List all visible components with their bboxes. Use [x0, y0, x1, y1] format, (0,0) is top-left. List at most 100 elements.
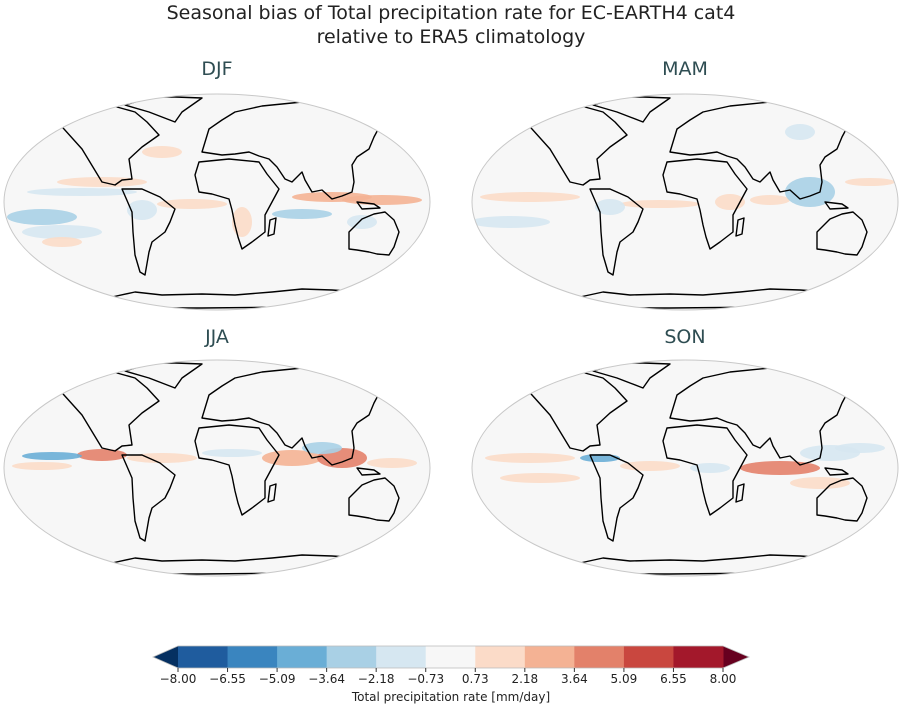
- colorbar-tick-label: 5.09: [610, 672, 638, 686]
- colorbar-segment: [574, 646, 625, 668]
- colorbar-tick-label: −3.64: [308, 672, 346, 686]
- coastline-madagascar: [267, 217, 277, 237]
- coastline-south-america: [121, 454, 176, 542]
- bias-region: [845, 178, 895, 186]
- bias-region: [127, 200, 157, 220]
- map-djf: [3, 93, 431, 311]
- bias-region: [595, 199, 625, 215]
- panel-title-djf: DJF: [201, 58, 233, 80]
- bias-region: [500, 473, 580, 483]
- map-jja: [3, 359, 431, 577]
- coastline-south-america: [589, 454, 644, 542]
- coastline-antarctica: [91, 288, 363, 309]
- bias-region: [302, 442, 342, 454]
- colorbar-segment: [673, 646, 724, 668]
- bias-region: [485, 453, 575, 463]
- coastline-madagascar: [267, 483, 277, 503]
- panel-title-mam: MAM: [662, 58, 708, 80]
- colorbar-tick-label: 3.64: [561, 672, 588, 686]
- coastline-africa: [662, 158, 748, 250]
- colorbar-tick-label: −0.73: [407, 672, 445, 686]
- bias-region: [42, 237, 82, 247]
- coastline-antarctica: [91, 554, 363, 575]
- figure-title-line2: relative to ERA5 climatology: [316, 26, 586, 48]
- panel-title-son: SON: [664, 326, 706, 348]
- colorbar-segment: [425, 646, 476, 668]
- map-background: [4, 360, 430, 576]
- map-boundary: [3, 93, 431, 311]
- colorbar-tick-label: 2.18: [511, 672, 539, 686]
- colorbar-tick-label: 8.00: [709, 672, 737, 686]
- bias-region: [480, 192, 580, 202]
- coastline-africa: [662, 424, 748, 516]
- coastline-madagascar: [735, 483, 745, 503]
- bias-region: [27, 188, 137, 196]
- bias-region: [835, 443, 885, 453]
- colorbar-tick-label: 0.73: [461, 672, 489, 686]
- coastline-eurasia: [201, 367, 383, 466]
- bias-region: [690, 463, 730, 473]
- bias-region: [347, 215, 377, 229]
- coastline-africa: [194, 424, 280, 516]
- bias-region: [22, 225, 102, 239]
- coastline-australia: [348, 211, 400, 256]
- bias-region: [785, 177, 835, 207]
- colorbar-segment: [376, 646, 427, 668]
- coastline-indonesia: [356, 201, 381, 210]
- colorbar-extend-low: [153, 646, 178, 668]
- colorbar-segment: [277, 646, 328, 668]
- figure-title-line1: Seasonal bias of Total precipitation rat…: [166, 2, 736, 24]
- bias-region: [472, 216, 550, 228]
- bias-region: [785, 124, 815, 140]
- coastline-south-america: [121, 188, 176, 276]
- map-background: [472, 360, 898, 576]
- colorbar-tick-label: −5.09: [258, 672, 296, 686]
- bias-region: [790, 477, 850, 489]
- bias-region: [750, 195, 790, 205]
- coastline-australia: [816, 211, 868, 256]
- coastline-australia: [816, 477, 868, 522]
- bias-region: [22, 452, 82, 460]
- coastline-eurasia: [669, 367, 851, 466]
- coastline-eurasia: [669, 101, 851, 200]
- coastline-indonesia: [356, 467, 381, 476]
- colorbar-segment: [178, 646, 229, 668]
- bias-region: [12, 462, 72, 470]
- colorbar-label: Total precipitation rate [mm/day]: [351, 690, 551, 704]
- coastline-madagascar: [735, 217, 745, 237]
- colorbar-segment: [475, 646, 526, 668]
- colorbar-tick-label: −2.18: [357, 672, 395, 686]
- panel-title-jja: JJA: [205, 326, 229, 348]
- coastline-indonesia: [824, 467, 849, 476]
- coastline-australia: [348, 477, 400, 522]
- map-boundary: [471, 93, 899, 311]
- colorbar-segment: [326, 646, 377, 668]
- bias-region: [367, 458, 417, 468]
- bias-region: [142, 146, 182, 158]
- coastline-south-america: [589, 188, 644, 276]
- coastline-antarctica: [559, 554, 831, 575]
- colorbar-tick-label: 6.55: [660, 672, 687, 686]
- map-boundary: [471, 359, 899, 577]
- coastline-indonesia: [824, 201, 849, 210]
- bias-region: [232, 207, 252, 237]
- map-son: [471, 359, 899, 577]
- colorbar-segment: [227, 646, 278, 668]
- map-boundary: [3, 359, 431, 577]
- bias-region: [157, 199, 227, 209]
- coastline-africa: [194, 158, 280, 250]
- colorbar-segment: [623, 646, 674, 668]
- coastline-eurasia: [201, 101, 383, 200]
- bias-region: [77, 449, 127, 461]
- colorbar-segment: [524, 646, 575, 668]
- colorbar-tick-label: −6.55: [209, 672, 246, 686]
- map-mam: [471, 93, 899, 311]
- coastline-antarctica: [559, 288, 831, 309]
- colorbar-tick-label: −8.00: [159, 672, 197, 686]
- bias-region: [272, 209, 332, 219]
- colorbar-extend-high: [723, 646, 749, 668]
- bias-region: [202, 449, 262, 457]
- bias-region: [7, 209, 77, 225]
- bias-region: [262, 450, 322, 466]
